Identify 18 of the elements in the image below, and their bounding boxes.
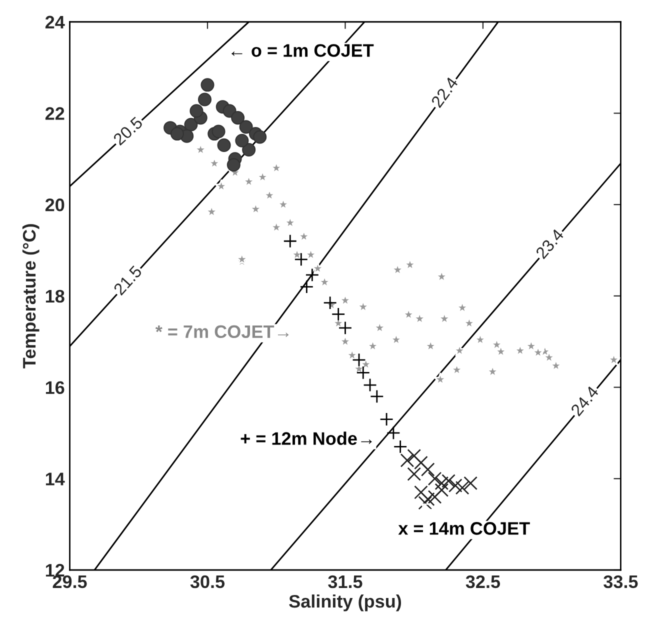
x-tick-label: 33.5 bbox=[604, 575, 638, 588]
x-tick-label: 29.5 bbox=[52, 575, 87, 588]
y-tick-label: 22 bbox=[45, 107, 64, 120]
y-tick-label: 14 bbox=[46, 472, 65, 486]
x-axis-title: Salinity (psu) bbox=[289, 594, 402, 612]
y-tick-label: 16 bbox=[46, 381, 64, 394]
annotation: * = 7m COJET→ bbox=[155, 325, 289, 338]
y-tick-label: 12 bbox=[46, 564, 64, 577]
annotation: ← o = 1m COJET bbox=[232, 44, 374, 57]
y-tick-label: 20 bbox=[45, 198, 64, 212]
y-tick-label: 18 bbox=[46, 290, 64, 303]
y-tick-label: 24 bbox=[45, 16, 65, 28]
annotation: x = 14m COJET bbox=[398, 522, 530, 535]
y-axis-title: Temperature (°C) bbox=[22, 224, 40, 368]
x-tick-label: 30.5 bbox=[190, 575, 225, 588]
x-tick-label: 32.5 bbox=[466, 575, 500, 588]
x-tick-label: 31.5 bbox=[328, 575, 362, 588]
annotation: + = 12m Node→ bbox=[240, 432, 372, 445]
